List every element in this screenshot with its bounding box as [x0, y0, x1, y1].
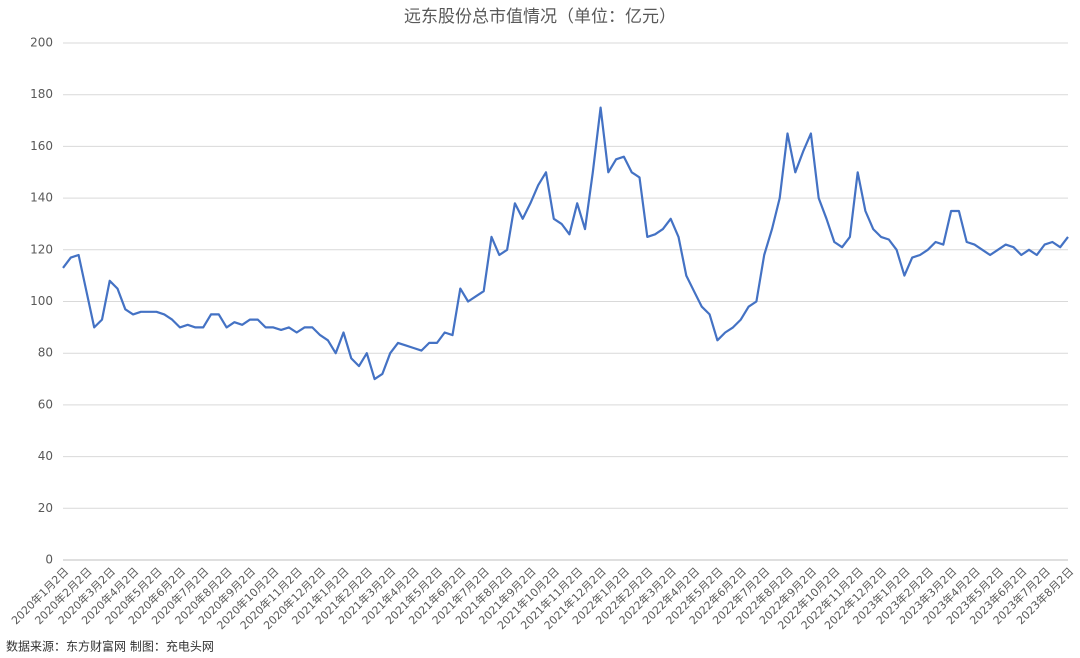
y-tick-label: 140: [30, 191, 53, 205]
data-line: [62, 106, 1069, 381]
source-note: 数据来源：东方财富网 制图：充电头网: [6, 639, 214, 654]
y-tick-label: 120: [30, 242, 53, 256]
y-tick-label: 80: [38, 346, 53, 360]
y-tick-label: 200: [30, 36, 53, 50]
chart-title: 远东股份总市值情况（单位：亿元）: [404, 7, 676, 27]
y-tick-label: 100: [30, 294, 53, 308]
y-tick-label: 20: [38, 501, 53, 515]
y-tick-label: 40: [38, 449, 53, 463]
y-tick-label: 180: [30, 87, 53, 101]
y-tick-label: 0: [45, 553, 53, 567]
y-tick-label: 60: [38, 397, 53, 411]
y-tick-label: 160: [30, 139, 53, 153]
